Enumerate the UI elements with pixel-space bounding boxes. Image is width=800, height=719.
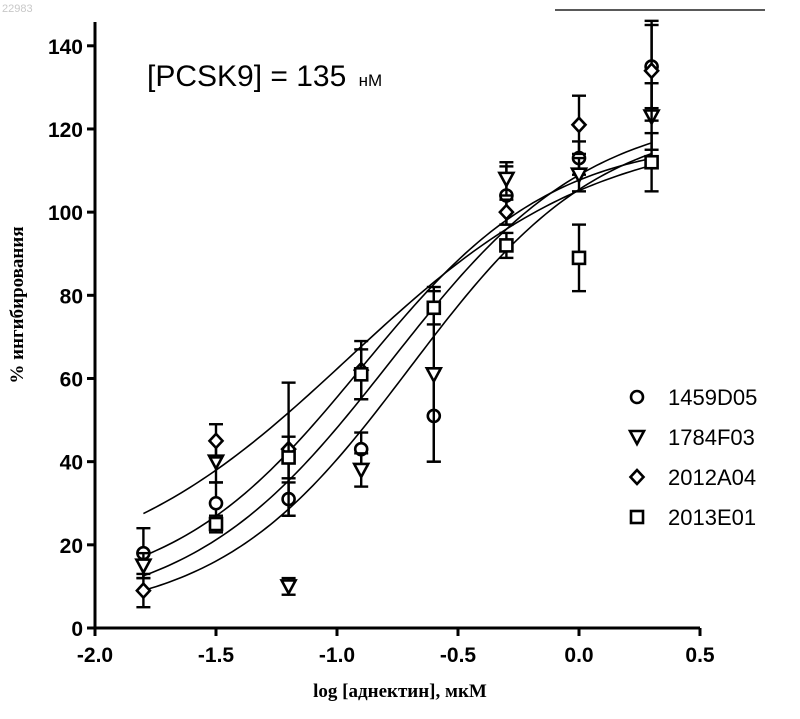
x-axis-title: log [аднектин], мкМ [313,681,487,702]
data-point [210,434,223,448]
x-tick-label: -2.0 [77,644,113,667]
data-point [282,580,296,593]
data-point [499,173,513,186]
data-point [210,518,222,530]
data-point [283,451,295,463]
fit-curve [143,158,651,556]
fit-curve [143,143,651,576]
data-point [646,156,658,168]
legend-marker [631,470,644,484]
series-1459D05 [136,25,658,578]
x-tick-label: -0.5 [440,644,477,667]
data-point [428,302,440,314]
y-tick-label: 140 [48,36,83,59]
legend-marker [631,391,643,403]
x-tick-label: 0.0 [564,644,593,667]
legend-marker [631,511,643,523]
data-point [572,169,586,182]
data-point [137,584,150,598]
legend-marker [630,431,644,444]
y-tick-label: 100 [48,202,83,225]
data-point [210,497,222,509]
y-axis-title: % ингибирования [7,226,28,383]
corner-id: 22983 [2,3,33,15]
data-point [354,464,368,477]
legend-label: 1459D05 [668,385,757,410]
x-tick-label: -1.5 [198,644,235,667]
legend-item: 1784F03 [630,425,755,450]
data-point [573,252,585,264]
legend-label: 2013E01 [668,505,756,530]
legend-label: 2012A04 [668,465,756,490]
legend-label: 1784F03 [668,425,755,450]
data-point [573,118,586,132]
legend: 1459D05 1784F03 2012A04 2013E01 [630,385,757,530]
data-point [355,368,367,380]
data-point [427,368,441,381]
x-tick-label: 0.5 [685,644,715,667]
y-tick-label: 120 [48,119,83,142]
x-tick-label: -1.0 [319,644,355,667]
legend-item: 2012A04 [631,465,757,490]
y-tick-label: 20 [60,535,83,558]
y-tick-label: 0 [71,618,83,641]
y-tick-label: 60 [60,368,83,391]
legend-item: 2013E01 [631,505,756,530]
y-tick-label: 40 [60,452,83,475]
chart-annotation: [PCSK9] = 135 нМ [147,60,382,93]
data-point [136,560,150,573]
legend-item: 1459D05 [631,385,757,410]
data-point [500,239,512,251]
y-tick-label: 80 [60,285,83,308]
annotation-text: [PCSK9] = 135 [147,60,346,93]
annotation-unit: нМ [359,71,383,90]
